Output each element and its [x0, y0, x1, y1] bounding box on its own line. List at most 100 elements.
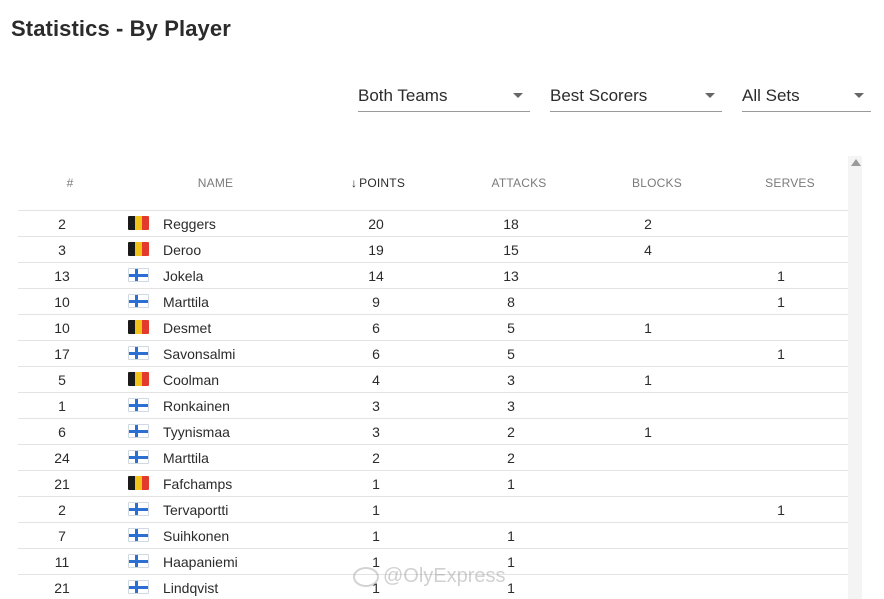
points-value: 14	[368, 268, 384, 284]
belgium-flag-icon	[128, 372, 149, 386]
player-name[interactable]: Jokela	[163, 268, 204, 284]
attacks-value: 5	[507, 346, 515, 362]
player-name[interactable]: Fafchamps	[163, 476, 233, 492]
finland-flag-icon	[128, 268, 149, 282]
player-name[interactable]: Tyynismaa	[163, 424, 230, 440]
points-value: 1	[372, 476, 380, 492]
player-number: 3	[58, 242, 66, 258]
table-row[interactable]: 10 Marttila 9 8 1	[18, 289, 848, 315]
watermark: @OlyExpress	[353, 565, 506, 588]
player-number: 2	[58, 502, 66, 518]
attacks-value: 3	[507, 372, 515, 388]
player-number: 6	[58, 424, 66, 440]
table-row[interactable]: 24 Marttila 2 2	[18, 445, 848, 471]
player-name[interactable]: Deroo	[163, 242, 202, 258]
points-value: 19	[368, 242, 384, 258]
finland-flag-icon	[128, 580, 149, 594]
player-number: 24	[54, 450, 70, 466]
finland-flag-icon	[128, 528, 149, 542]
blocks-value: 1	[644, 320, 652, 336]
player-name[interactable]: Savonsalmi	[163, 346, 236, 362]
player-number: 2	[58, 216, 66, 232]
table-row[interactable]: 21 Fafchamps 1 1	[18, 471, 848, 497]
player-number: 11	[54, 554, 70, 570]
player-name[interactable]: Marttila	[163, 450, 209, 466]
player-number: 1	[58, 398, 66, 414]
player-name[interactable]: Marttila	[163, 294, 209, 310]
points-value: 3	[372, 398, 380, 414]
watermark-text: @OlyExpress	[383, 565, 506, 587]
points-value: 6	[372, 320, 380, 336]
column-header-number[interactable]: #	[66, 176, 74, 190]
player-name[interactable]: Tervaportti	[163, 502, 229, 518]
attacks-value: 1	[507, 476, 515, 492]
player-number: 5	[58, 372, 66, 388]
attacks-value: 13	[503, 268, 519, 284]
player-number: 7	[58, 528, 66, 544]
blocks-value: 4	[644, 242, 652, 258]
column-header-serves[interactable]: SERVES	[765, 176, 815, 190]
team-filter-dropdown[interactable]: Both Teams	[358, 82, 530, 112]
points-value: 3	[372, 424, 380, 440]
table-scrollbar[interactable]	[848, 156, 862, 599]
scroll-up-icon[interactable]	[851, 159, 861, 166]
table-row[interactable]: 11 Haapaniemi 1 1	[18, 549, 848, 575]
belgium-flag-icon	[128, 320, 149, 334]
attacks-value: 15	[503, 242, 519, 258]
points-value: 4	[372, 372, 380, 388]
blocks-value: 2	[644, 216, 652, 232]
player-number: 21	[54, 476, 70, 492]
points-value: 1	[372, 502, 380, 518]
chevron-down-icon	[705, 93, 715, 98]
chevron-down-icon	[513, 93, 523, 98]
blocks-value: 1	[644, 372, 652, 388]
table-row[interactable]: 3 Deroo 19 15 4	[18, 237, 848, 263]
finland-flag-icon	[128, 424, 149, 438]
table-row[interactable]: 2 Reggers 20 18 2	[18, 211, 848, 237]
finland-flag-icon	[128, 294, 149, 308]
points-value: 1	[372, 554, 380, 570]
player-name[interactable]: Desmet	[163, 320, 212, 336]
table-row[interactable]: 13 Jokela 14 13 1	[18, 263, 848, 289]
column-header-blocks[interactable]: BLOCKS	[632, 176, 682, 190]
table-row[interactable]: 17 Savonsalmi 6 5 1	[18, 341, 848, 367]
player-name[interactable]: Reggers	[163, 216, 216, 232]
player-name[interactable]: Ronkainen	[163, 398, 230, 414]
belgium-flag-icon	[128, 242, 149, 256]
column-header-points-label: POINTS	[359, 176, 406, 190]
finland-flag-icon	[128, 346, 149, 360]
table-row[interactable]: 5 Coolman 4 3 1	[18, 367, 848, 393]
sets-filter-dropdown[interactable]: All Sets	[742, 82, 871, 112]
stat-type-dropdown[interactable]: Best Scorers	[550, 82, 722, 112]
column-header-attacks[interactable]: ATTACKS	[491, 176, 547, 190]
table-row[interactable]: 1 Ronkainen 3 3	[18, 393, 848, 419]
table-row[interactable]: 21 Lindqvist 1 1	[18, 575, 848, 599]
team-filter-value: Both Teams	[358, 86, 448, 105]
blocks-value: 1	[644, 424, 652, 440]
finland-flag-icon	[128, 554, 149, 568]
column-header-name[interactable]: Name	[197, 176, 234, 190]
attacks-value: 1	[507, 554, 515, 570]
serves-value: 1	[777, 502, 785, 518]
table-row[interactable]: 7 Suihkonen 1 1	[18, 523, 848, 549]
player-name[interactable]: Coolman	[163, 372, 220, 388]
chevron-down-icon	[854, 93, 864, 98]
table-row[interactable]: 2 Tervaportti 1 1	[18, 497, 848, 523]
weibo-logo-icon	[353, 566, 379, 587]
table-row[interactable]: 10 Desmet 6 5 1	[18, 315, 848, 341]
player-number: 21	[54, 580, 70, 596]
attacks-value: 18	[503, 216, 519, 232]
player-number: 10	[54, 320, 70, 336]
column-header-points[interactable]: ↓ POINTS	[323, 176, 433, 190]
table-header: # Name ↓ POINTS ATTACKS BLOCKS SERVES	[18, 156, 848, 211]
table-row[interactable]: 6 Tyynismaa 3 2 1	[18, 419, 848, 445]
attacks-value: 2	[507, 424, 515, 440]
player-name[interactable]: Haapaniemi	[163, 554, 238, 570]
points-value: 6	[372, 346, 380, 362]
points-value: 1	[372, 580, 380, 596]
player-name[interactable]: Lindqvist	[163, 580, 219, 596]
points-value: 2	[372, 450, 380, 466]
player-stats-table: # Name ↓ POINTS ATTACKS BLOCKS SERVES 2 Re…	[18, 156, 848, 599]
player-name[interactable]: Suihkonen	[163, 528, 230, 544]
stat-type-value: Best Scorers	[550, 86, 648, 105]
